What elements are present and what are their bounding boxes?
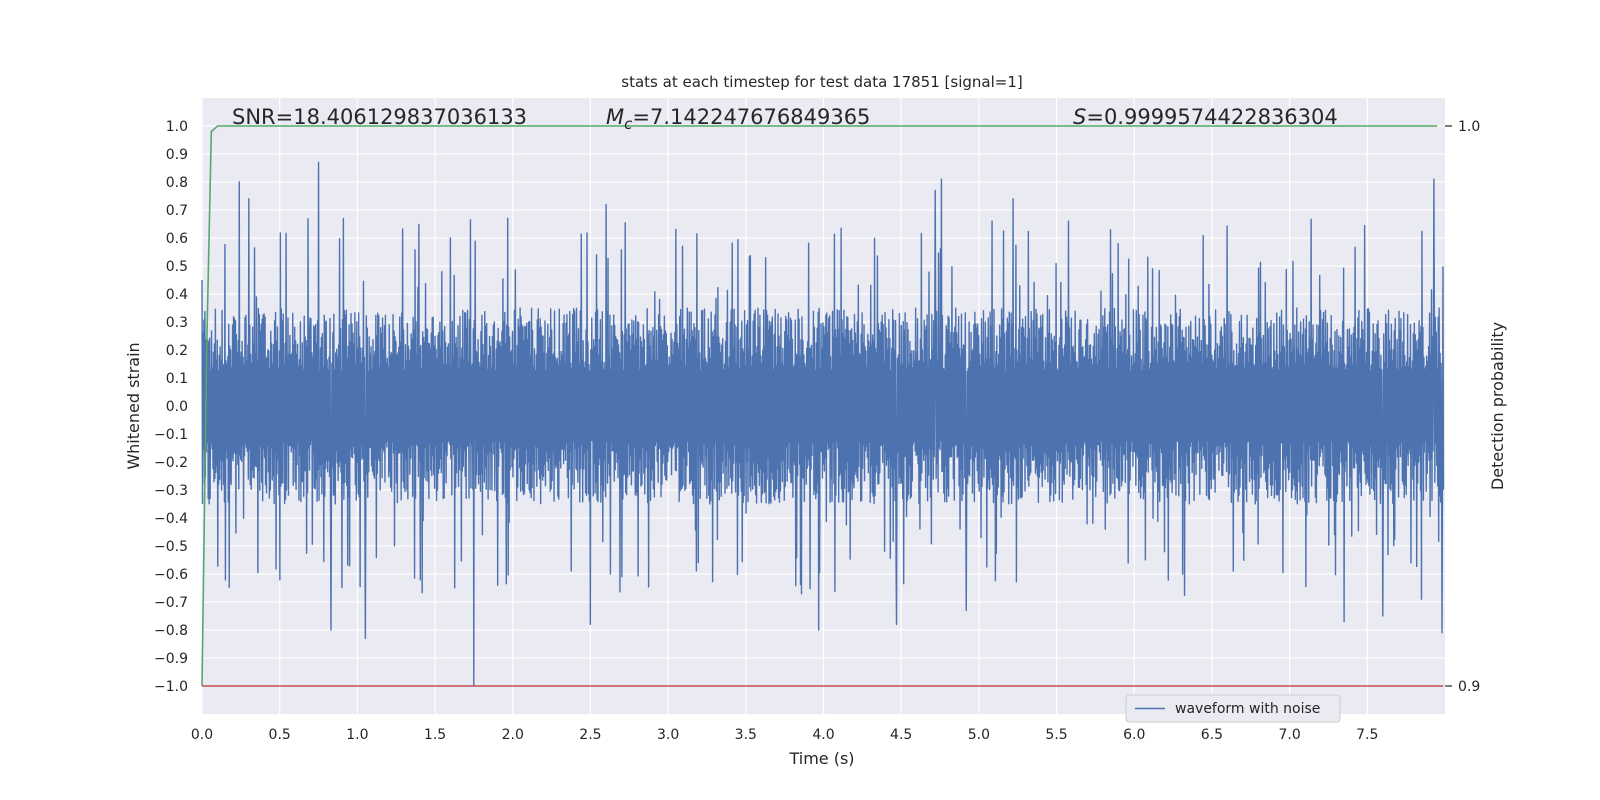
y-tick-label: −0.8: [154, 623, 188, 639]
x-tick-label: 4.0: [812, 727, 834, 743]
y-tick-label: 0.7: [166, 203, 188, 219]
x-tick-label: 6.5: [1201, 727, 1223, 743]
y-tick-label: −0.2: [154, 455, 188, 471]
score-symbol: S: [1073, 105, 1086, 129]
y-tick-label: 0.1: [166, 371, 188, 387]
y-tick-label: −0.9: [154, 651, 188, 667]
waveform-line: [201, 161, 1445, 687]
chirp-mass-annotation: Mc=7.142247676849365: [606, 105, 870, 133]
y-tick-label: 0.4: [166, 287, 188, 303]
chirp-mass-value: =7.142247676849365: [632, 105, 870, 129]
x-tick-label: 0.0: [191, 727, 213, 743]
y2-tick-label: 0.9: [1458, 679, 1480, 695]
y-tick-label: −0.3: [154, 483, 188, 499]
x-tick-label: 7.5: [1356, 727, 1378, 743]
x-tick-label: 5.5: [1045, 727, 1067, 743]
legend: waveform with noise: [1125, 694, 1341, 723]
x-tick-label: 3.5: [735, 727, 757, 743]
y-tick-label: 0.6: [166, 231, 188, 247]
tick-labels: 0.0 0.5 1.0 1.5 2.0 2.5 3.0 3.5 4.0 4.5 5.0 5.5 6.0 6…: [154, 119, 1480, 743]
y2-tick-label: 1.0: [1458, 119, 1480, 135]
y-tick-label: 0.2: [166, 343, 188, 359]
y-tick-label: −0.1: [154, 427, 188, 443]
chart-title: stats at each timestep for test data 178…: [621, 73, 1022, 91]
x-tick-label: 0.5: [269, 727, 291, 743]
x-tick-label: 7.0: [1278, 727, 1300, 743]
x-tick-label: 2.5: [579, 727, 601, 743]
score-value: =0.9999574422836304: [1086, 105, 1337, 129]
x-axis-label: Time (s): [788, 749, 854, 768]
x-tick-label: 6.0: [1123, 727, 1145, 743]
series-layer: [201, 125, 1445, 687]
x-tick-label: 2.0: [502, 727, 524, 743]
x-tick-label: 1.5: [424, 727, 446, 743]
x-tick-label: 3.0: [657, 727, 679, 743]
y-tick-label: −1.0: [154, 679, 188, 695]
legend-label: waveform with noise: [1175, 701, 1320, 717]
y-tick-label: 1.0: [166, 119, 188, 135]
y-tick-label: −0.5: [154, 539, 188, 555]
snr-annotation: SNR=18.406129837036133: [232, 105, 527, 129]
chirp-mass-subscript: c: [624, 115, 633, 133]
y-tick-label: 0.5: [166, 259, 188, 275]
y-tick-label: 0.3: [166, 315, 188, 331]
y-tick-label: −0.4: [154, 511, 188, 527]
probability-line: [201, 125, 1438, 687]
legend-box: [1125, 694, 1341, 723]
x-tick-label: 5.0: [968, 727, 990, 743]
score-annotation: S=0.9999574422836304: [1073, 105, 1338, 129]
y2-axis-label: Detection probability: [1488, 322, 1507, 490]
y-axis-label: Whitened strain: [124, 342, 143, 469]
y-tick-label: 0.8: [166, 175, 188, 191]
chirp-mass-symbol: M: [606, 105, 624, 129]
y-tick-label: 0.0: [166, 399, 188, 415]
y-tick-label: −0.7: [154, 595, 188, 611]
x-tick-label: 4.5: [890, 727, 912, 743]
y-tick-label: −0.6: [154, 567, 188, 583]
y-tick-label: 0.9: [166, 147, 188, 163]
x-tick-label: 1.0: [346, 727, 368, 743]
